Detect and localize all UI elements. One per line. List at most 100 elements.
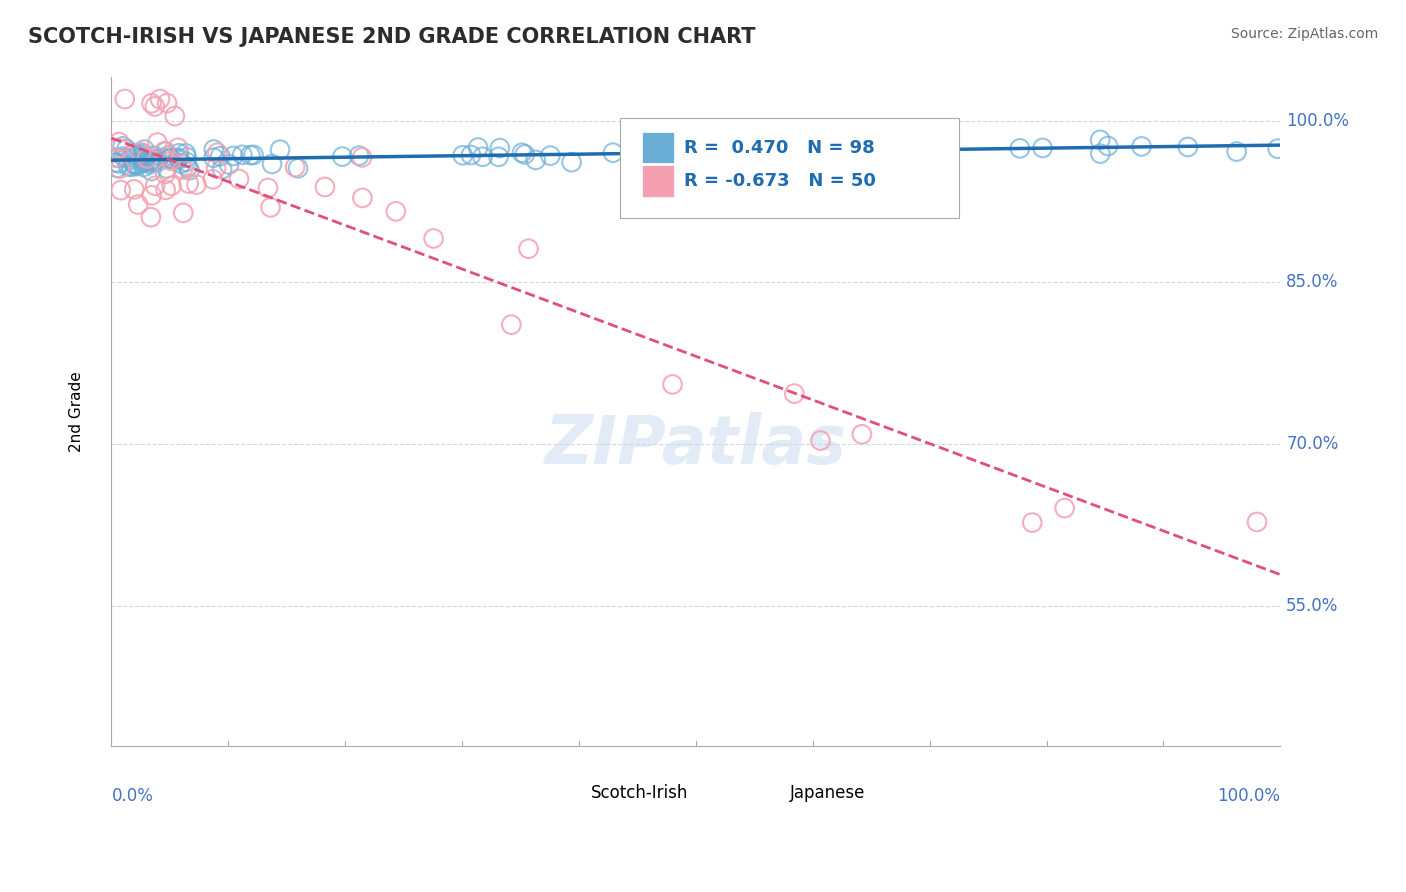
Point xyxy=(1053,501,1076,516)
Point xyxy=(228,172,250,186)
Point xyxy=(488,141,510,155)
Point xyxy=(121,153,143,167)
Text: ZIPatlas: ZIPatlas xyxy=(546,412,846,478)
FancyBboxPatch shape xyxy=(643,165,673,197)
Point xyxy=(129,150,152,164)
Point xyxy=(1130,139,1153,153)
Point xyxy=(105,161,128,175)
Point xyxy=(167,146,190,161)
Point xyxy=(110,183,132,197)
Point xyxy=(202,143,225,157)
Point xyxy=(222,149,245,163)
Point xyxy=(176,155,198,169)
Point xyxy=(149,92,172,106)
Point xyxy=(851,427,873,442)
Point xyxy=(1177,140,1199,154)
Text: 70.0%: 70.0% xyxy=(1286,435,1339,453)
Point xyxy=(108,135,131,149)
Point xyxy=(129,145,152,160)
Point xyxy=(624,150,647,164)
Point xyxy=(422,231,444,245)
Point xyxy=(524,153,547,167)
Point xyxy=(177,160,200,174)
Point xyxy=(157,148,180,162)
Point xyxy=(1097,139,1119,153)
Point xyxy=(145,153,167,168)
Point xyxy=(163,109,186,123)
Point xyxy=(260,157,283,171)
Point xyxy=(156,161,179,176)
Point xyxy=(156,151,179,165)
Point xyxy=(1246,515,1268,529)
Point xyxy=(132,153,155,167)
Point xyxy=(125,158,148,172)
Point xyxy=(201,172,224,186)
Text: 55.0%: 55.0% xyxy=(1286,597,1339,615)
Point xyxy=(129,147,152,161)
Point xyxy=(120,160,142,174)
Point xyxy=(122,146,145,161)
Point xyxy=(287,161,309,176)
Point xyxy=(269,143,291,157)
Point xyxy=(352,191,374,205)
Point xyxy=(139,157,162,171)
Point xyxy=(139,154,162,169)
Point xyxy=(186,178,208,192)
Point xyxy=(451,148,474,162)
Point xyxy=(122,182,145,196)
Point xyxy=(209,149,232,163)
Point xyxy=(127,197,149,211)
Point xyxy=(167,141,190,155)
Point xyxy=(167,151,190,165)
Point xyxy=(170,156,193,170)
Point xyxy=(122,156,145,170)
Point xyxy=(259,200,281,214)
Point xyxy=(242,148,264,162)
Point xyxy=(773,137,796,152)
Point xyxy=(115,142,138,156)
FancyBboxPatch shape xyxy=(620,118,959,218)
Point xyxy=(153,144,176,158)
Point xyxy=(155,183,177,197)
Point xyxy=(894,147,917,161)
Point xyxy=(1008,141,1031,155)
Text: 0.0%: 0.0% xyxy=(111,787,153,805)
Point xyxy=(202,151,225,165)
Point xyxy=(136,151,159,165)
Point xyxy=(172,162,194,177)
Point xyxy=(159,151,181,165)
Point xyxy=(870,136,893,150)
Point xyxy=(156,96,179,111)
Point xyxy=(177,177,200,191)
Point xyxy=(108,156,131,170)
Point xyxy=(155,167,177,181)
Point xyxy=(141,188,163,202)
Point xyxy=(385,204,408,219)
Point xyxy=(211,162,233,177)
Point xyxy=(155,145,177,159)
Point xyxy=(561,155,583,169)
FancyBboxPatch shape xyxy=(643,132,673,163)
Point xyxy=(1021,516,1043,530)
Point xyxy=(352,150,374,164)
Point xyxy=(122,151,145,165)
Point xyxy=(912,145,935,159)
Point xyxy=(661,377,683,392)
Text: SCOTCH-IRISH VS JAPANESE 2ND GRADE CORRELATION CHART: SCOTCH-IRISH VS JAPANESE 2ND GRADE CORRE… xyxy=(28,27,755,46)
Point xyxy=(134,151,156,165)
Text: 100.0%: 100.0% xyxy=(1286,112,1350,129)
Point xyxy=(146,136,169,150)
FancyBboxPatch shape xyxy=(754,780,782,807)
Point xyxy=(160,153,183,168)
Point xyxy=(132,160,155,174)
Point xyxy=(513,147,536,161)
Point xyxy=(127,157,149,171)
Point xyxy=(121,148,143,162)
Point xyxy=(467,140,489,154)
Point xyxy=(108,141,131,155)
Point xyxy=(143,149,166,163)
Point xyxy=(141,164,163,178)
Point xyxy=(172,206,194,220)
Point xyxy=(783,386,806,401)
Point xyxy=(218,157,240,171)
